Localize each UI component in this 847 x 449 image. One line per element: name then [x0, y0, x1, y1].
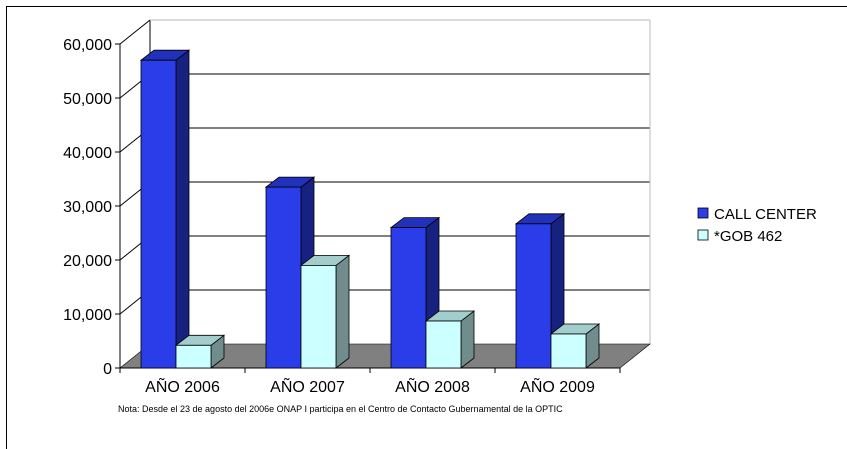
bar-gob-462 — [549, 323, 601, 369]
bar-gob-462 — [299, 254, 351, 369]
chart-frame — [6, 6, 847, 449]
bar-side — [335, 254, 350, 369]
y-tick-label: 30,000 — [63, 199, 112, 216]
legend-swatch — [697, 229, 709, 241]
bar-front — [175, 344, 212, 369]
bar-front — [390, 227, 427, 369]
x-tick-label: AÑO 2007 — [270, 376, 345, 396]
bar-gob-462 — [174, 334, 226, 369]
bar-call-center — [514, 213, 566, 369]
y-tick-label: 20,000 — [63, 253, 112, 270]
bar-side — [175, 49, 190, 369]
legend-swatch — [697, 207, 709, 219]
bar-front — [265, 186, 302, 369]
y-tick-label: 40,000 — [63, 145, 112, 162]
legend-label: *GOB 462 — [714, 228, 782, 245]
y-tick-label: 0 — [103, 361, 112, 378]
bar-front — [515, 223, 552, 369]
x-tick-label: AÑO 2006 — [145, 376, 220, 396]
y-tick-label: 50,000 — [63, 91, 112, 108]
bar-front — [550, 333, 587, 369]
bar-call-center — [139, 49, 191, 369]
y-tick-label: 60,000 — [63, 37, 112, 54]
x-tick-label: AÑO 2008 — [395, 376, 470, 396]
bar-front — [140, 59, 177, 369]
gridline-side — [119, 19, 151, 45]
x-tick-label: AÑO 2009 — [520, 376, 595, 396]
bar-gob-462 — [424, 310, 476, 369]
legend-label: CALL CENTER — [714, 206, 817, 223]
bar-front — [300, 264, 337, 369]
bar-front — [425, 320, 462, 369]
y-tick-label: 10,000 — [63, 307, 112, 324]
chart-note: Nota: Desde el 23 de agosto del 2006e ON… — [118, 404, 563, 414]
